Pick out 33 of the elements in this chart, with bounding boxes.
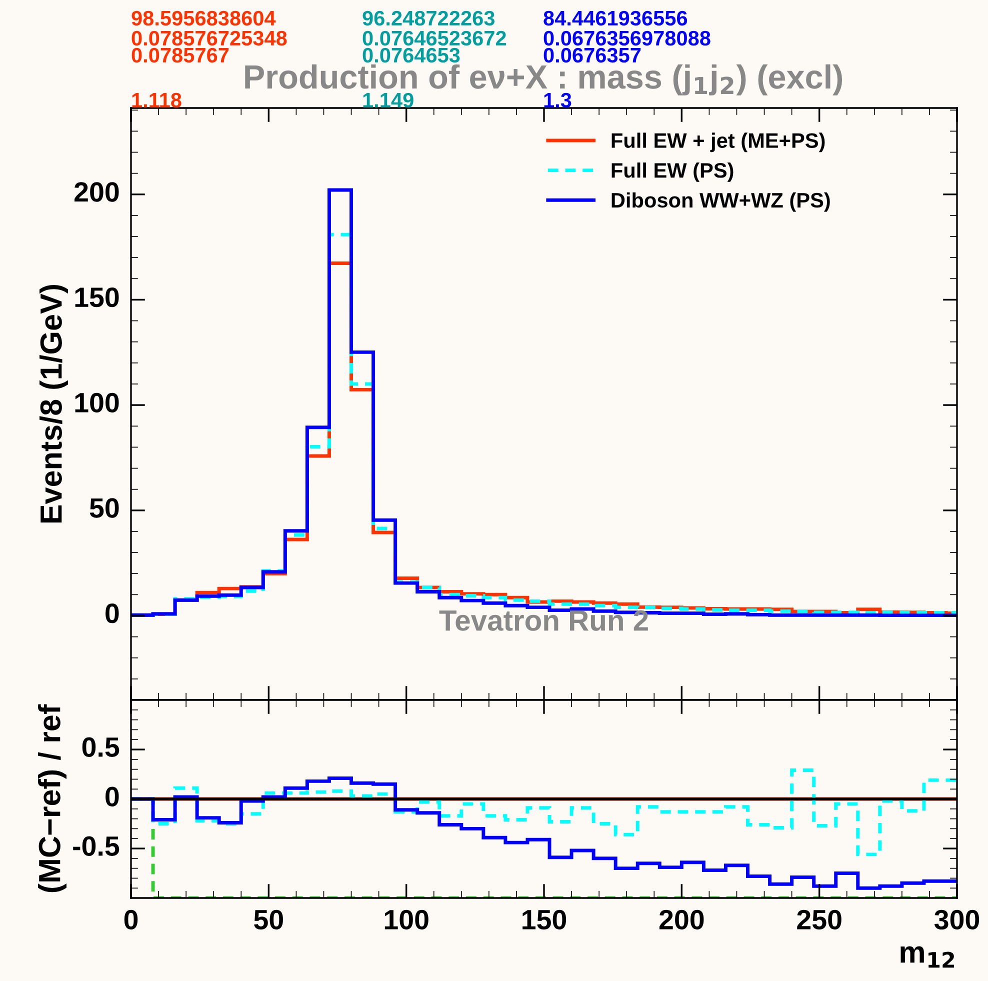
y-tick-label: 100 — [75, 392, 119, 413]
x-tick-label: 0 — [124, 910, 138, 930]
legend-label: Full EW + jet (ME+PS) — [612, 132, 825, 152]
text: 98.5956838604 — [132, 10, 276, 26]
annotation: Tevatron Run 2 — [439, 610, 648, 631]
legend-label: Full EW (PS) — [612, 162, 734, 182]
text: 0.0764653 — [362, 48, 460, 63]
x-tick-label: 250 — [797, 910, 842, 930]
y-tick-label: 150 — [75, 288, 119, 308]
x-tick-label: 150 — [522, 910, 566, 930]
y-tick-label: 200 — [74, 182, 119, 202]
y-axis-title: (MC−ref) / ref — [38, 704, 66, 892]
x-axis-title: m$_{12}$ — [900, 946, 954, 968]
text: 0.0785767 — [132, 48, 229, 63]
x-tick-label: 100 — [384, 910, 428, 930]
y-tick-label: 0 — [106, 786, 119, 806]
text: 0.0676356978088 — [544, 30, 710, 46]
text: 0.078576725348 — [132, 30, 287, 46]
y-tick-label: 0.5 — [82, 737, 120, 757]
legend-label: Diboson WW+WZ (PS) — [612, 192, 830, 212]
y-tick-label: 0 — [106, 604, 119, 624]
x-tick-label: 200 — [659, 910, 704, 930]
text: 96.248722263 — [362, 10, 494, 26]
text: 84.4461936556 — [544, 10, 688, 26]
text: 0.0676357 — [544, 48, 641, 63]
y-tick-label: -0.5 — [73, 836, 120, 856]
x-tick-label: 300 — [934, 910, 980, 930]
x-tick-label: 50 — [254, 910, 283, 930]
y-axis-title: Events/8 (1/GeV) — [40, 284, 68, 523]
text: 0.07646523672 — [362, 30, 506, 46]
text: 1.3 — [544, 92, 572, 108]
text: 1.118 — [132, 92, 182, 108]
y-tick-label: 50 — [90, 498, 119, 518]
